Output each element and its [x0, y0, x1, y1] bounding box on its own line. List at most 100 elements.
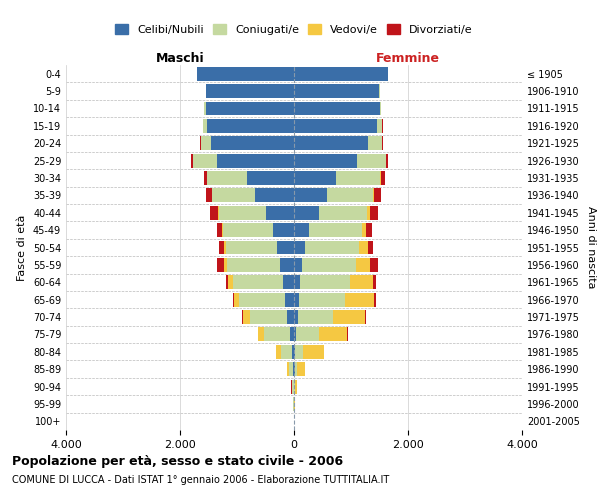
Y-axis label: Fasce di età: Fasce di età — [17, 214, 27, 280]
Bar — [208, 171, 247, 185]
Text: Femmine: Femmine — [376, 52, 440, 65]
Bar — [368, 240, 373, 254]
Bar — [224, 258, 227, 272]
Bar — [296, 328, 319, 342]
Bar — [294, 84, 379, 98]
Bar — [381, 171, 385, 185]
Bar — [382, 136, 383, 150]
Bar — [380, 171, 381, 185]
Text: COMUNE DI LUCCA - Dati ISTAT 1° gennaio 2006 - Elaborazione TUTTITALIA.IT: COMUNE DI LUCCA - Dati ISTAT 1° gennaio … — [12, 475, 389, 485]
Bar — [211, 136, 294, 150]
Bar — [224, 240, 226, 254]
Bar — [294, 188, 327, 202]
Bar — [292, 345, 294, 358]
Bar — [273, 223, 294, 237]
Bar — [368, 136, 382, 150]
Text: Popolazione per età, sesso e stato civile - 2006: Popolazione per età, sesso e stato civil… — [12, 455, 343, 468]
Bar — [206, 102, 294, 116]
Bar — [294, 310, 298, 324]
Bar — [208, 119, 294, 133]
Bar — [377, 119, 382, 133]
Bar — [264, 328, 290, 342]
Bar — [250, 310, 287, 324]
Bar — [297, 362, 305, 376]
Bar — [370, 206, 378, 220]
Bar — [373, 276, 376, 289]
Bar — [294, 171, 335, 185]
Bar — [294, 223, 310, 237]
Bar — [287, 362, 289, 376]
Bar — [319, 206, 367, 220]
Bar — [226, 276, 229, 289]
Bar — [294, 119, 377, 133]
Bar — [219, 240, 224, 254]
Bar — [290, 328, 294, 342]
Bar — [227, 258, 280, 272]
Bar — [200, 136, 201, 150]
Bar — [294, 102, 380, 116]
Bar — [239, 292, 285, 306]
Bar — [191, 154, 193, 168]
Bar — [221, 223, 223, 237]
Bar — [281, 345, 292, 358]
Bar — [276, 345, 281, 358]
Bar — [294, 276, 300, 289]
Bar — [217, 223, 221, 237]
Bar — [277, 240, 294, 254]
Bar — [226, 240, 277, 254]
Bar — [289, 362, 293, 376]
Bar — [283, 276, 294, 289]
Bar — [203, 119, 208, 133]
Bar — [197, 66, 294, 80]
Bar — [319, 328, 347, 342]
Bar — [293, 362, 294, 376]
Bar — [229, 276, 233, 289]
Bar — [362, 223, 367, 237]
Bar — [365, 310, 366, 324]
Bar — [247, 171, 294, 185]
Bar — [242, 310, 250, 324]
Bar — [285, 292, 294, 306]
Bar — [295, 345, 303, 358]
Bar — [300, 276, 350, 289]
Bar — [294, 206, 319, 220]
Bar — [210, 206, 218, 220]
Bar — [359, 240, 368, 254]
Bar — [223, 223, 273, 237]
Bar — [233, 292, 234, 306]
Bar — [292, 380, 293, 394]
Bar — [201, 136, 211, 150]
Bar — [303, 345, 323, 358]
Legend: Celibi/Nubili, Coniugati/e, Vedovi/e, Divorziati/e: Celibi/Nubili, Coniugati/e, Vedovi/e, Di… — [111, 20, 477, 39]
Bar — [234, 292, 239, 306]
Bar — [335, 171, 380, 185]
Bar — [370, 258, 378, 272]
Bar — [367, 223, 371, 237]
Bar — [217, 258, 224, 272]
Bar — [302, 258, 356, 272]
Y-axis label: Anni di nascita: Anni di nascita — [586, 206, 596, 289]
Bar — [380, 102, 381, 116]
Bar — [212, 188, 255, 202]
Bar — [367, 206, 370, 220]
Text: Maschi: Maschi — [155, 52, 205, 65]
Bar — [203, 171, 207, 185]
Bar — [345, 292, 374, 306]
Bar — [379, 84, 380, 98]
Bar — [287, 310, 294, 324]
Bar — [373, 188, 374, 202]
Bar — [374, 188, 380, 202]
Bar — [204, 102, 206, 116]
Bar — [294, 258, 302, 272]
Bar — [298, 310, 333, 324]
Bar — [294, 345, 295, 358]
Bar — [233, 276, 283, 289]
Bar — [217, 154, 294, 168]
Bar — [294, 292, 299, 306]
Bar — [374, 292, 376, 306]
Bar — [206, 84, 294, 98]
Bar — [295, 380, 298, 394]
Bar — [386, 154, 388, 168]
Bar — [305, 240, 359, 254]
Bar — [356, 154, 386, 168]
